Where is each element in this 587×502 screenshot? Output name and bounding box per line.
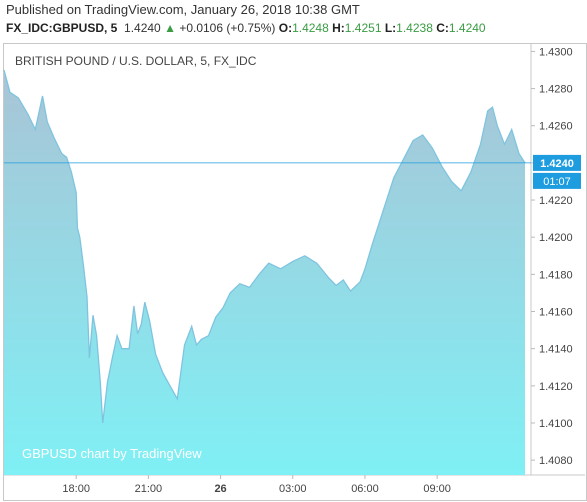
- countdown-label: 01:07: [543, 176, 571, 188]
- y-tick-label: 1.4180: [539, 269, 573, 281]
- watermark: GBPUSD chart by TradingView: [22, 446, 202, 461]
- x-tick-label: 21:00: [135, 483, 163, 495]
- open-value: 1.4248: [292, 21, 329, 35]
- low-value: 1.4238: [396, 21, 433, 35]
- y-tick-label: 1.4120: [539, 381, 573, 393]
- y-tick-label: 1.4200: [539, 232, 573, 244]
- x-tick-label: 09:00: [423, 483, 451, 495]
- x-tick-label: 18:00: [62, 483, 90, 495]
- last-price: 1.4240: [124, 21, 161, 35]
- y-tick-label: 1.4080: [539, 455, 573, 467]
- y-tick-label: 1.4160: [539, 307, 573, 319]
- x-tick-label: 06:00: [351, 483, 379, 495]
- current-price-badge: [533, 154, 581, 171]
- y-tick-label: 1.4220: [539, 195, 573, 207]
- y-tick-label: 1.4300: [539, 46, 573, 58]
- countdown-badge: [533, 172, 581, 189]
- current-price-label: 1.4240: [540, 158, 574, 170]
- price-change: +0.0106 (+0.75%): [179, 21, 276, 35]
- x-tick-label: 26: [214, 483, 226, 495]
- price-area-fill: [4, 70, 525, 475]
- close-value: 1.4240: [448, 21, 486, 35]
- symbol-label: FX_IDC:GBPUSD, 5: [6, 21, 118, 35]
- up-arrow-icon: ▲: [164, 21, 176, 35]
- y-tick-label: 1.4100: [539, 418, 573, 430]
- price-line: [3, 69, 526, 424]
- high-label: H:: [332, 21, 345, 35]
- open-label: O:: [278, 21, 293, 35]
- chart-title: BRITISH POUND / U.S. DOLLAR, 5, FX_IDC: [15, 54, 257, 68]
- quote-bar: FX_IDC:GBPUSD, 5 1.4240 ▲ +0.0106 (+0.75…: [6, 21, 486, 35]
- published-caption: Published on TradingView.com, January 26…: [6, 2, 360, 17]
- y-tick-label: 1.4280: [539, 84, 573, 96]
- y-tick-label: 1.4260: [539, 121, 573, 133]
- close-label: C:: [436, 21, 449, 35]
- low-label: L:: [384, 21, 397, 35]
- high-value: 1.4251: [344, 21, 382, 35]
- x-tick-label: 03:00: [279, 483, 307, 495]
- y-tick-label: 1.4140: [539, 344, 573, 356]
